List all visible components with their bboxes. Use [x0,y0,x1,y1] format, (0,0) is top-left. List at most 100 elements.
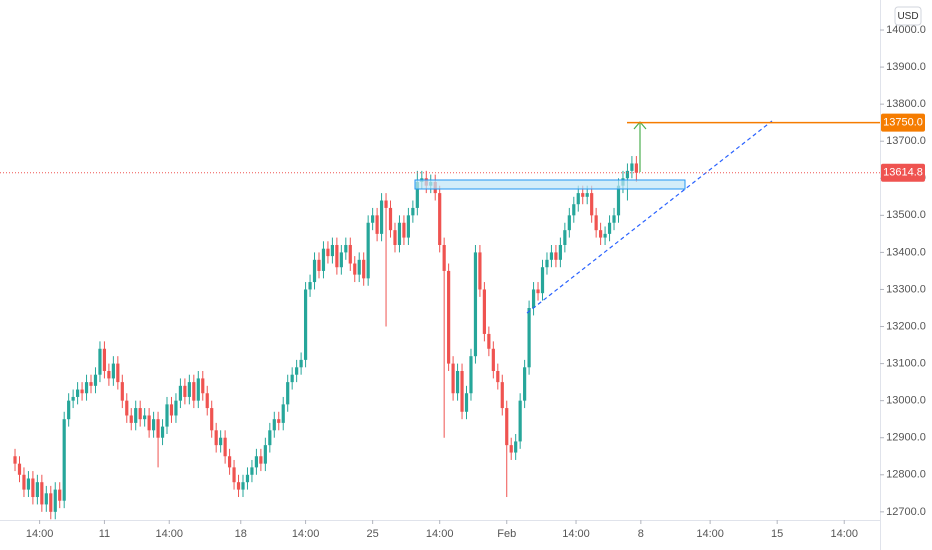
y-tick-label: 12700.0 [886,506,926,518]
candle-body [478,252,482,290]
candle-body [630,163,634,171]
candle-body [393,230,397,245]
candle-body [187,382,191,397]
candle-body [232,467,236,483]
x-tick-label: 14:00 [155,528,183,540]
candle-body [362,259,366,279]
x-tick-label: 14:00 [562,528,590,540]
candle-body [411,207,415,216]
candle-body [71,396,75,401]
target-label: 13750.0 [883,117,923,129]
candle-body [22,474,26,490]
candle-body [214,430,218,446]
candle-body [599,230,603,238]
candle-body [447,270,451,364]
candle-body [406,215,410,238]
candle-body [585,193,589,197]
candle-body [558,244,562,260]
candle-body [169,404,174,416]
candle-body [165,404,169,427]
candle-body [236,482,241,490]
x-tick-label: 25 [367,528,379,540]
x-tick-label: 11 [99,528,110,540]
currency: USD [897,11,918,22]
candle-body [607,222,612,234]
candle-body [192,382,196,401]
candle-body [250,467,254,475]
candle-body [151,419,156,431]
y-tick-label: 13800.0 [886,98,926,110]
target-label-bg [881,113,925,132]
candle-body [455,371,460,394]
candle-body [259,456,263,464]
candle-body [353,263,357,275]
candle-body [205,393,209,409]
candle-body [263,445,267,464]
candles [13,156,638,520]
candle-body [178,385,183,401]
candle-body [58,489,62,501]
candle-body [563,230,567,245]
candle-body [402,222,406,238]
candle-body [500,382,504,409]
candle-body [268,430,272,446]
candle-body [89,382,93,386]
candle-body [254,456,259,468]
candle-body [536,289,540,294]
candle-body [26,478,31,490]
candle-body [295,367,299,375]
candle-body [227,456,232,468]
x-tick-label: 14:00 [426,528,454,540]
candle-body [174,400,178,416]
x-tick-label: 14:00 [26,528,54,540]
candle-body [576,193,580,205]
candle-body [13,456,17,464]
candle-body [379,200,384,234]
candle-body [335,244,339,268]
candle-body [348,244,352,264]
candle-body [317,259,321,271]
y-tick-label: 13200.0 [886,320,926,332]
candle-body [554,252,558,260]
candle-body [491,348,495,372]
candle-body [321,248,326,271]
candle-body [67,400,71,420]
candle-body [415,181,419,208]
x-tick-label: 14:00 [696,528,724,540]
candle-body [111,363,115,379]
zone-box [414,179,686,190]
candle-body [567,215,571,231]
y-tick-label: 12800.0 [886,469,926,481]
candle-body [49,493,53,512]
candle-body [120,382,124,401]
candle-body [473,252,478,357]
candle-body [572,204,576,216]
y-tick-label: 13000.0 [886,395,926,407]
candle-body [223,437,227,457]
trend-line [526,120,773,314]
candle-body [219,437,223,446]
y-tick-label: 13100.0 [886,357,926,369]
candle-body [35,482,39,498]
candle-body [469,356,473,394]
candle-body [581,193,585,197]
candle-body [308,282,312,290]
candle-body [277,419,281,423]
candle-body [17,463,22,475]
x-tick-label: 15 [771,528,783,540]
candle-body [272,419,276,431]
candle-body [31,478,35,498]
candle-body [594,215,598,231]
candle-body [518,400,522,442]
candle-body [93,374,98,386]
candle-body [384,200,388,208]
candle-body [514,441,518,453]
candle-body [210,408,214,431]
currency-box [894,6,922,26]
candle-body [326,248,330,257]
y-tick-label: 13500.0 [886,209,926,221]
candle-body [107,371,111,379]
y-tick-label: 13700.0 [886,135,926,147]
candle-body [464,393,469,412]
